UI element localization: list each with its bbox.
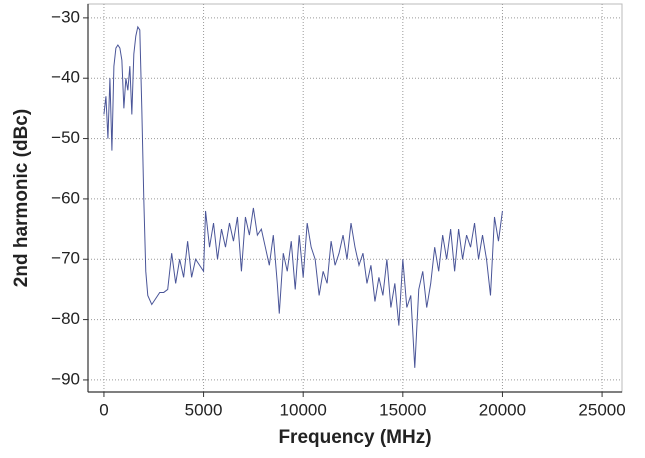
y-tick-label: −30 — [51, 7, 80, 26]
y-tick-label: −40 — [51, 68, 80, 87]
y-tick-label: −60 — [51, 188, 80, 207]
x-tick-label: 5000 — [185, 400, 223, 419]
y-axis-title: 2nd harmonic (dBc) — [11, 109, 32, 287]
x-axis-title: Frequency (MHz) — [278, 427, 431, 448]
y-tick-label: −90 — [51, 369, 80, 388]
x-tick-label: 20000 — [479, 400, 526, 419]
x-tick-label: 10000 — [280, 400, 327, 419]
y-tick-label: −80 — [51, 309, 80, 328]
x-tick-label: 0 — [99, 400, 108, 419]
x-tick-label: 15000 — [379, 400, 426, 419]
x-tick-label: 25000 — [578, 400, 625, 419]
y-tick-label: −50 — [51, 128, 80, 147]
plot-frame — [87, 3, 623, 393]
y-tick-label: −70 — [51, 249, 80, 268]
data-line — [103, 25, 503, 368]
